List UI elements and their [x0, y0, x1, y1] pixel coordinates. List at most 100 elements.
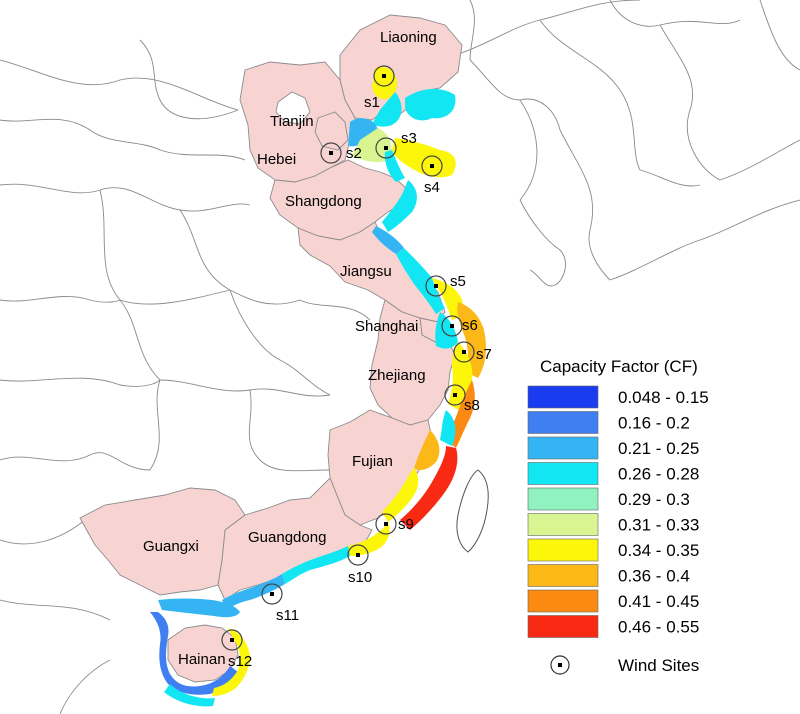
wind-site-label: s8 [464, 397, 480, 414]
wind-site-circle-icon [421, 155, 443, 177]
wind-site-circle-icon [453, 341, 475, 363]
legend-swatch [527, 615, 599, 638]
wind-site-circle-icon [444, 384, 466, 406]
wind-site-label: s9 [398, 516, 414, 533]
cf-band-segment [372, 226, 404, 254]
wind-site-circle-icon [441, 315, 463, 337]
legend-wind-site: Wind Sites [550, 655, 699, 675]
label-guangdong: Guangdong [248, 529, 326, 546]
wind-site-dot-icon [270, 592, 274, 596]
wind-site-dot-icon [434, 284, 438, 288]
cf-band-segment [382, 180, 417, 232]
wind-site-circle-icon [347, 544, 369, 566]
cf-band-segment [282, 546, 350, 584]
legend-swatch [527, 487, 599, 511]
cf-band-segment [392, 138, 456, 178]
label-fujian: Fujian [352, 453, 393, 470]
legend-swatch [527, 538, 599, 562]
coastal-provinces [79, 14, 463, 683]
label-tianjin: Tianjin [270, 113, 314, 130]
wind-site-label: s2 [346, 145, 362, 162]
legend-class-label: 0.36 - 0.4 [618, 567, 690, 586]
wind-site-dot-icon [329, 151, 333, 155]
cf-band-segment [440, 410, 456, 446]
cf-band-segment [372, 66, 398, 100]
legend-class-label: 0.16 - 0.2 [618, 414, 690, 433]
wind-site-circle-icon [375, 137, 397, 159]
wind-site-dot-icon [382, 74, 386, 78]
wind-site-label: s11 [276, 607, 299, 624]
wind-site-label: s4 [424, 179, 440, 196]
cf-band-segment [222, 574, 285, 610]
legend-site-circle-icon [550, 655, 570, 675]
wind-site-dot-icon [450, 324, 454, 328]
wind-site-dot-icon [453, 393, 457, 397]
cf-band-segment [158, 598, 240, 618]
wind-site-circle-icon [261, 583, 283, 605]
wind-site-label: s10 [348, 569, 372, 586]
cf-band-segment [400, 446, 458, 530]
wind-site-dot-icon [430, 164, 434, 168]
wind-site-dot-icon [462, 350, 466, 354]
label-guangxi: Guangxi [143, 538, 199, 555]
legend-swatch [527, 513, 599, 536]
legend-site-label: Wind Sites [618, 656, 699, 675]
label-shanghai: Shanghai [355, 318, 418, 335]
province-guangxi [79, 487, 246, 596]
wind-site-circle-icon [373, 65, 395, 87]
wind-site-label: s1 [364, 94, 380, 111]
legend-class-label: 0.46 - 0.55 [618, 618, 699, 637]
legend-class-label: 0.048 - 0.15 [618, 388, 709, 407]
cf-band-segment [352, 128, 392, 163]
wind-site-circle-icon [221, 629, 243, 651]
taiwan-outline [456, 469, 489, 553]
legend-swatch [527, 462, 599, 485]
legend-class-label: 0.21 - 0.25 [618, 439, 699, 458]
legend-class-label: 0.26 - 0.28 [618, 465, 699, 484]
cf-band-segment [150, 612, 238, 695]
province-labels: Liaoning Tianjin Hebei Shangdong Jiangsu… [143, 29, 437, 668]
cf-band-segment [405, 88, 456, 121]
wind-site-label: s3 [401, 130, 417, 147]
cf-band-segment [432, 278, 463, 320]
label-jiangsu: Jiangsu [340, 263, 392, 280]
province-hainan [167, 624, 239, 683]
capacity-factor-band [150, 66, 486, 707]
legend-rows: 0.048 - 0.15 0.16 - 0.2 0.21 - 0.25 0.26 - … [527, 385, 709, 638]
legend-swatch [527, 589, 599, 613]
wind-sites-layer: s1 s2 s3 s4 s5 s6 s7 s8 s9 s10 s11 s12 [221, 65, 492, 670]
legend-swatch [527, 411, 599, 434]
label-hebei: Hebei [257, 151, 296, 168]
wind-site-dot-icon [356, 553, 360, 557]
korea-japan-outline [519, 169, 800, 287]
legend-site-dot-icon [558, 663, 562, 667]
cf-band-segment [348, 522, 390, 556]
cf-band-segment [348, 118, 378, 147]
cf-band-segment [164, 684, 215, 707]
legend: Capacity Factor (CF) 0.048 - 0.15 0.16 - … [527, 357, 709, 675]
wind-site-circle-icon [375, 513, 397, 535]
cf-band-segment [396, 248, 445, 314]
wind-site-circle-icon [320, 142, 342, 164]
legend-class-label: 0.31 - 0.33 [618, 516, 699, 535]
cf-band-segment [414, 430, 440, 470]
legend-class-label: 0.34 - 0.35 [618, 541, 699, 560]
wind-site-label: s5 [450, 273, 466, 290]
legend-swatch [527, 564, 599, 587]
cf-band-segment [384, 150, 405, 182]
province-zhejiang [369, 299, 456, 426]
cf-band-segment [457, 302, 486, 378]
cf-band-segment [372, 92, 402, 127]
beijing-outline [275, 91, 311, 125]
label-zhejiang: Zhejiang [368, 367, 426, 384]
legend-swatch [527, 385, 599, 409]
label-shangdong: Shangdong [285, 193, 362, 210]
wind-site-label: s12 [228, 653, 252, 670]
wind-site-dot-icon [384, 146, 388, 150]
province-jiangsu [297, 221, 446, 323]
wind-site-dot-icon [230, 638, 234, 642]
wind-site-label: s7 [476, 346, 492, 363]
legend-title: Capacity Factor (CF) [540, 357, 698, 376]
wind-site-dot-icon [384, 522, 388, 526]
